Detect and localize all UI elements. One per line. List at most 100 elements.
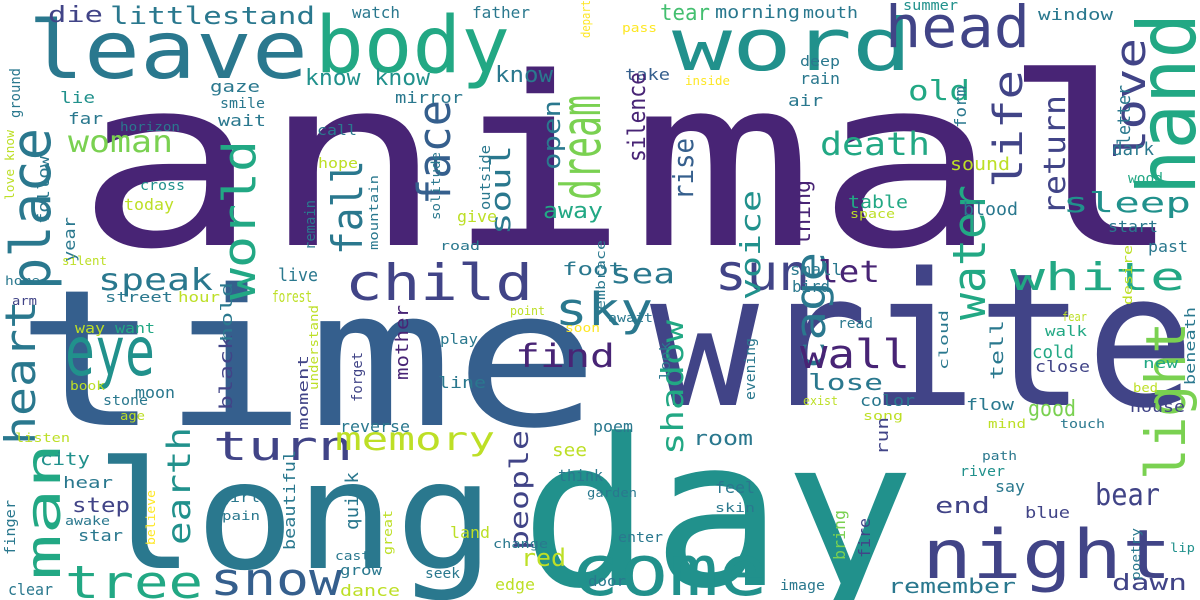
word-fall: fall: [323, 160, 372, 255]
word-embrace: embrace: [594, 240, 608, 310]
word-wall: wall: [800, 332, 910, 378]
word-poem: poem: [593, 417, 633, 436]
word-star: star: [78, 526, 123, 545]
word-end: end: [935, 494, 990, 519]
word-road: road: [440, 239, 480, 253]
word-touch: touch: [1060, 417, 1105, 431]
word-water: water: [943, 185, 996, 320]
word-dream: dream: [549, 95, 613, 200]
word-hope: hope: [318, 156, 358, 172]
word-great: great: [381, 510, 395, 555]
word-red: red: [521, 544, 566, 572]
word-way: way: [75, 321, 105, 337]
word-word: word: [672, 3, 912, 87]
word-point: point: [510, 304, 545, 318]
word-summer: summer: [903, 0, 958, 14]
word-turn: turn: [213, 424, 353, 470]
word-leave: leave: [28, 4, 308, 97]
word-cold: cold: [1032, 342, 1074, 363]
word-open: open: [538, 100, 566, 170]
word-sound: sound: [950, 154, 1010, 175]
word-world: world: [213, 140, 266, 300]
word-life: life: [986, 70, 1032, 188]
word-speak: speak: [98, 263, 213, 298]
word-finger: finger: [3, 500, 19, 555]
word-book: book: [70, 379, 106, 393]
word-beneath: beneath: [1183, 307, 1199, 385]
word-know-know: know know: [305, 66, 431, 91]
word-mountain: mountain: [367, 175, 381, 250]
word-soul: soul: [484, 145, 517, 235]
word-walk: walk: [1045, 324, 1088, 340]
word-child: child: [345, 254, 533, 312]
word-mirror: mirror: [395, 88, 463, 107]
word-sea: sea: [610, 257, 675, 290]
word-blue: blue: [1025, 503, 1070, 522]
word-night: night: [922, 516, 1172, 595]
word-awake: awake: [65, 514, 110, 528]
word-foot: foot: [562, 259, 624, 280]
word-tree: tree: [65, 556, 203, 600]
word-rain: rain: [800, 69, 840, 88]
word-new: new: [1143, 356, 1179, 372]
word-tell: tell: [987, 320, 1008, 380]
word-eye: eye: [65, 313, 155, 392]
word-pass: pass: [622, 21, 657, 35]
word-lie: lie: [60, 88, 95, 107]
word-mind: mind: [988, 417, 1026, 431]
word-memory: memory: [335, 420, 495, 458]
word-letter: letter: [1114, 85, 1135, 145]
word-beautiful: beautiful: [280, 450, 299, 550]
word-silence: silence: [623, 72, 651, 162]
word-away: away: [543, 199, 603, 224]
word-die: die: [48, 3, 103, 28]
word-old: old: [908, 74, 970, 107]
word-color: color: [860, 391, 915, 410]
word-street: street: [105, 290, 173, 306]
word-say: say: [995, 477, 1025, 496]
word-take: take: [625, 65, 670, 84]
word-deep: deep: [800, 54, 840, 70]
word-fire: fire: [855, 518, 874, 558]
word-give: give: [457, 207, 497, 226]
word-flow: flow: [966, 395, 1014, 414]
word-line: line: [438, 373, 486, 392]
word-cast: cast: [335, 549, 370, 563]
word-understand: understand: [307, 305, 321, 390]
word-horizon: horizon: [120, 120, 180, 134]
word-read: read: [838, 316, 873, 332]
word-forest: forest: [272, 287, 312, 306]
word-forget: forget: [350, 352, 366, 402]
word-believe: believe: [144, 490, 158, 545]
word-run: run: [873, 417, 892, 455]
word-small: small: [790, 260, 842, 279]
word-know: know: [495, 63, 554, 88]
word-cage: cage: [786, 252, 835, 370]
word-white: white: [1010, 255, 1185, 299]
word-seek: seek: [425, 566, 461, 582]
word-time: time: [15, 249, 600, 470]
word-room: room: [693, 426, 753, 450]
word-clear: clear: [8, 580, 53, 599]
word-day: day: [520, 396, 915, 600]
word-poetry: poetry: [1129, 528, 1143, 580]
word-outside: outside: [478, 145, 494, 210]
word-man: man: [16, 443, 72, 580]
word-lose: lose: [808, 371, 883, 396]
word-snow: snow: [210, 553, 343, 600]
word-exist: exist: [803, 394, 838, 408]
word-lip: lip: [1170, 541, 1195, 555]
word-live: live: [278, 265, 318, 286]
word-arm: arm: [12, 294, 37, 308]
word-home: home: [5, 274, 40, 288]
word-love: love: [1106, 38, 1155, 160]
word-see: see: [552, 440, 587, 461]
word-sun: sun: [715, 244, 810, 302]
word-skin: skin: [715, 501, 755, 515]
word-fear: fear: [1062, 310, 1087, 324]
word-await: await: [608, 311, 653, 325]
word-heart: heart: [0, 300, 45, 445]
word-light: light: [1134, 322, 1198, 480]
word-look: look: [658, 341, 674, 380]
word-river: river: [960, 464, 1005, 480]
